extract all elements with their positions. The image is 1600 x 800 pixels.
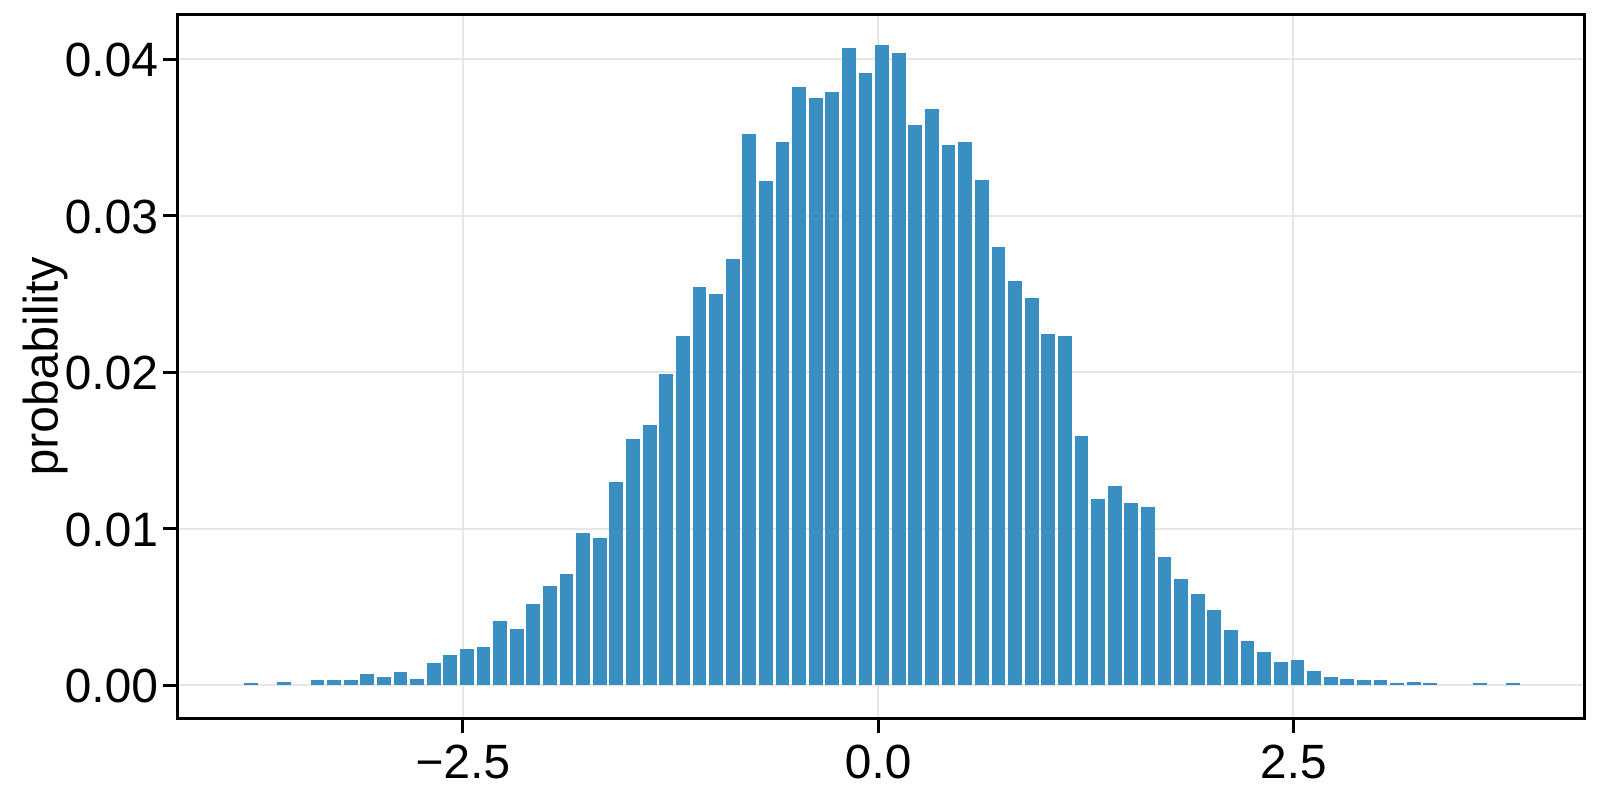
histogram-bar — [1190, 594, 1205, 685]
histogram-bar — [1157, 556, 1172, 685]
histogram-bar — [1041, 334, 1056, 685]
y-tick-label: 0.03 — [64, 190, 158, 244]
histogram-bar — [244, 683, 258, 685]
x-axis-tick — [1291, 720, 1295, 733]
histogram-bar — [1207, 609, 1222, 685]
histogram-bar — [626, 439, 640, 685]
histogram-bar — [1506, 683, 1521, 685]
y-tick-label: 0.04 — [64, 34, 158, 87]
histogram-bar — [1290, 659, 1305, 685]
histogram-bar — [858, 73, 873, 685]
x-tick-label: 0.0 — [844, 736, 912, 789]
histogram-bar — [592, 537, 607, 685]
y-axis-tick — [163, 214, 176, 217]
histogram-bar — [991, 246, 1006, 685]
histogram-bar — [343, 680, 358, 685]
y-axis-tick — [163, 683, 176, 687]
histogram-bar — [692, 287, 707, 685]
histogram-bar — [426, 663, 441, 685]
y-axis-tick — [163, 370, 176, 374]
histogram-bar — [792, 87, 806, 685]
histogram-bar — [1057, 336, 1072, 685]
histogram-bar — [825, 91, 840, 685]
histogram-bar — [1141, 506, 1155, 685]
histogram-bar — [1174, 578, 1189, 685]
histogram-bar — [1323, 677, 1338, 685]
histogram-bar — [576, 533, 591, 685]
histogram-bar — [277, 681, 292, 685]
histogram-bar — [509, 628, 524, 685]
histogram-bar — [1107, 486, 1122, 685]
histogram-bar — [725, 259, 740, 685]
histogram-bar — [642, 425, 657, 685]
histogram-bar — [476, 647, 491, 685]
histogram-bar — [493, 620, 508, 685]
histogram-bar — [609, 481, 624, 685]
x-axis-tick — [876, 720, 880, 733]
histogram-bar — [310, 680, 325, 685]
histogram-bar — [808, 98, 823, 685]
histogram-bar — [1340, 678, 1355, 685]
histogram-bar — [460, 649, 474, 685]
y-tick-label: 0.02 — [64, 347, 158, 400]
histogram-bar — [443, 655, 458, 685]
histogram-bar — [1124, 503, 1139, 685]
y-axis-tick — [163, 57, 176, 61]
histogram-bar — [376, 677, 391, 685]
histogram-bar — [1356, 680, 1371, 685]
histogram-bar — [958, 141, 973, 685]
histogram-bar — [1091, 498, 1105, 685]
histogram-bar — [1307, 670, 1321, 685]
x-tick-label: 2.5 — [1259, 736, 1327, 789]
vertical-gridline — [461, 16, 464, 717]
histogram-bar — [393, 672, 408, 685]
horizontal-gridline — [179, 684, 1583, 686]
histogram-bar — [659, 373, 674, 685]
histogram-bar — [526, 603, 541, 685]
vertical-gridline — [1292, 16, 1295, 717]
histogram-bar — [360, 674, 375, 685]
histogram-bar — [974, 179, 989, 685]
y-tick-label: 0.00 — [64, 660, 158, 713]
histogram-bar — [891, 52, 906, 685]
histogram-bar — [775, 141, 790, 685]
histogram-bar — [1240, 641, 1255, 685]
histogram-bar — [709, 293, 723, 685]
histogram-bar — [875, 44, 890, 685]
histogram-bar — [1423, 683, 1438, 685]
histogram-bar — [410, 678, 424, 685]
histogram-bar — [1224, 630, 1238, 685]
histogram-bar — [1390, 683, 1404, 685]
histogram-bar — [675, 336, 690, 685]
histogram-bar — [1373, 680, 1388, 685]
histogram-bar — [1008, 281, 1022, 685]
x-tick-label: −2.5 — [415, 736, 511, 789]
histogram-bar — [1257, 652, 1272, 685]
histogram-bar — [842, 48, 856, 685]
histogram-bar — [941, 145, 956, 685]
histogram-bar — [758, 181, 773, 685]
histogram-bar — [925, 109, 939, 685]
histogram-bar — [1473, 683, 1487, 685]
histogram-bar — [1024, 298, 1039, 685]
y-axis-tick — [163, 527, 176, 530]
histogram-bar — [543, 586, 557, 685]
histogram-bar — [559, 573, 574, 685]
histogram-bar — [1273, 661, 1288, 685]
histogram-bar — [1074, 436, 1089, 685]
histogram-bar — [908, 124, 923, 685]
plot-spines — [176, 13, 1586, 720]
histogram-bar — [327, 680, 341, 685]
histogram-bar — [1406, 681, 1421, 685]
x-axis-tick — [461, 720, 465, 733]
histogram-bar — [742, 134, 757, 685]
y-tick-label: 0.01 — [64, 503, 158, 557]
